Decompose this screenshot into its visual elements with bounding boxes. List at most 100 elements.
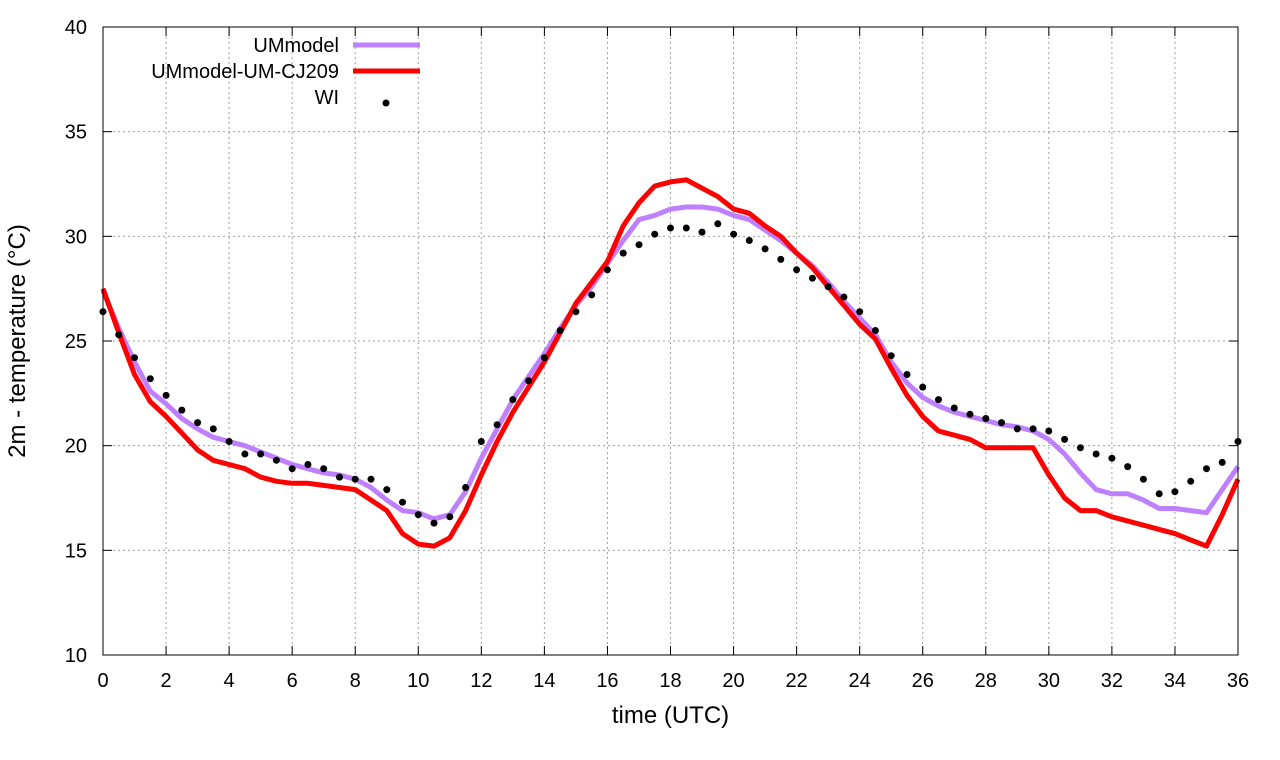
- data-point: [761, 245, 769, 253]
- data-point: [1187, 477, 1195, 485]
- data-point: [1076, 444, 1084, 452]
- data-point: [162, 391, 170, 399]
- y-tick-label: 25: [65, 331, 87, 353]
- data-point: [840, 293, 848, 301]
- series-line-1: [100, 177, 1241, 549]
- x-tick-label: 12: [470, 670, 492, 692]
- x-tick-label: 36: [1227, 670, 1249, 692]
- y-axis-label: 2m - temperature (°C): [4, 224, 31, 458]
- data-point: [1155, 490, 1163, 498]
- data-point: [950, 404, 958, 412]
- data-point: [935, 396, 942, 404]
- data-point: [824, 283, 832, 291]
- x-tick-label: 16: [596, 670, 618, 692]
- x-tick-label: 4: [224, 670, 235, 692]
- data-point: [556, 327, 564, 334]
- legend-label: WI: [315, 87, 339, 109]
- data-point: [1029, 425, 1037, 433]
- x-axis-label: time (UTC): [612, 702, 729, 729]
- data-point: [399, 498, 406, 506]
- x-tick-label: 26: [912, 670, 934, 692]
- data-point: [603, 266, 611, 274]
- x-tick-label: 32: [1101, 670, 1123, 692]
- data-point: [336, 473, 343, 481]
- x-tick-label: 8: [350, 670, 361, 692]
- data-point: [257, 450, 265, 458]
- data-point: [131, 354, 138, 362]
- x-tick-label: 34: [1164, 670, 1186, 692]
- data-point: [698, 228, 706, 236]
- data-point: [635, 241, 643, 249]
- x-tick-label: 2: [160, 670, 171, 692]
- data-point: [1218, 458, 1226, 466]
- y-tick-label: 15: [65, 540, 87, 562]
- x-tick-label: 18: [659, 670, 681, 692]
- data-point: [540, 354, 548, 362]
- x-tick-label: 10: [407, 670, 429, 692]
- data-point: [146, 375, 154, 383]
- data-point: [1139, 475, 1147, 483]
- x-tick-label: 22: [785, 670, 807, 692]
- data-point: [667, 224, 674, 232]
- data-point: [414, 511, 422, 519]
- data-point: [446, 513, 454, 521]
- legend-swatch: [382, 99, 390, 107]
- data-point: [998, 419, 1005, 427]
- data-point: [777, 255, 785, 263]
- data-point: [1092, 450, 1100, 458]
- data-point: [588, 291, 596, 299]
- series-line-0: [100, 204, 1241, 522]
- data-point: [272, 456, 280, 464]
- data-point: [509, 396, 517, 404]
- x-tick-label: 24: [849, 670, 871, 692]
- data-point: [320, 465, 328, 473]
- data-point: [730, 230, 738, 238]
- data-point: [745, 237, 753, 244]
- data-point: [1171, 488, 1179, 496]
- data-point: [714, 220, 722, 228]
- y-tick-label: 40: [65, 17, 87, 39]
- x-tick-label: 28: [975, 670, 997, 692]
- data-point: [808, 274, 816, 282]
- axis-ticks: 0 2 4 6 8 10 12 14 16 18 20 22 24 26 28 30 32 34 361015202…: [65, 17, 1249, 692]
- data-point: [887, 352, 895, 360]
- data-point: [430, 519, 438, 527]
- data-point: [225, 438, 233, 445]
- data-point: [304, 461, 312, 468]
- y-tick-label: 20: [65, 436, 87, 458]
- data-point: [619, 249, 627, 257]
- x-tick-label: 30: [1038, 670, 1060, 692]
- data-point: [651, 230, 659, 238]
- data-point: [462, 484, 470, 491]
- data-point: [1045, 427, 1053, 435]
- data-point: [1124, 463, 1132, 471]
- x-tick-label: 0: [97, 670, 108, 692]
- data-point: [871, 327, 879, 334]
- data-point: [1061, 435, 1069, 443]
- grid-lines: [103, 27, 1238, 655]
- data-point: [1108, 454, 1116, 462]
- data-point: [115, 331, 123, 339]
- data-point: [351, 475, 359, 483]
- legend-label: UMmodel-UM-CJ209: [151, 61, 339, 83]
- x-tick-label: 20: [722, 670, 744, 692]
- data-point: [1203, 465, 1210, 473]
- y-tick-label: 30: [65, 226, 87, 248]
- x-tick-label: 6: [287, 670, 298, 692]
- data-point: [856, 308, 864, 316]
- data-point: [1013, 425, 1021, 433]
- data-point: [793, 266, 801, 274]
- data-point: [288, 465, 296, 473]
- y-tick-label: 35: [65, 122, 87, 144]
- data-point: [982, 415, 990, 422]
- data-point: [209, 425, 217, 433]
- data-point: [367, 475, 375, 483]
- data-point: [178, 406, 186, 414]
- data-point: [966, 410, 974, 418]
- data-point: [572, 308, 580, 316]
- legend-label: UMmodel: [253, 35, 339, 57]
- x-tick-label: 14: [533, 670, 555, 692]
- data-point: [194, 419, 202, 427]
- legend: UMmodel UMmodel-UM-CJ209 WI: [151, 35, 420, 109]
